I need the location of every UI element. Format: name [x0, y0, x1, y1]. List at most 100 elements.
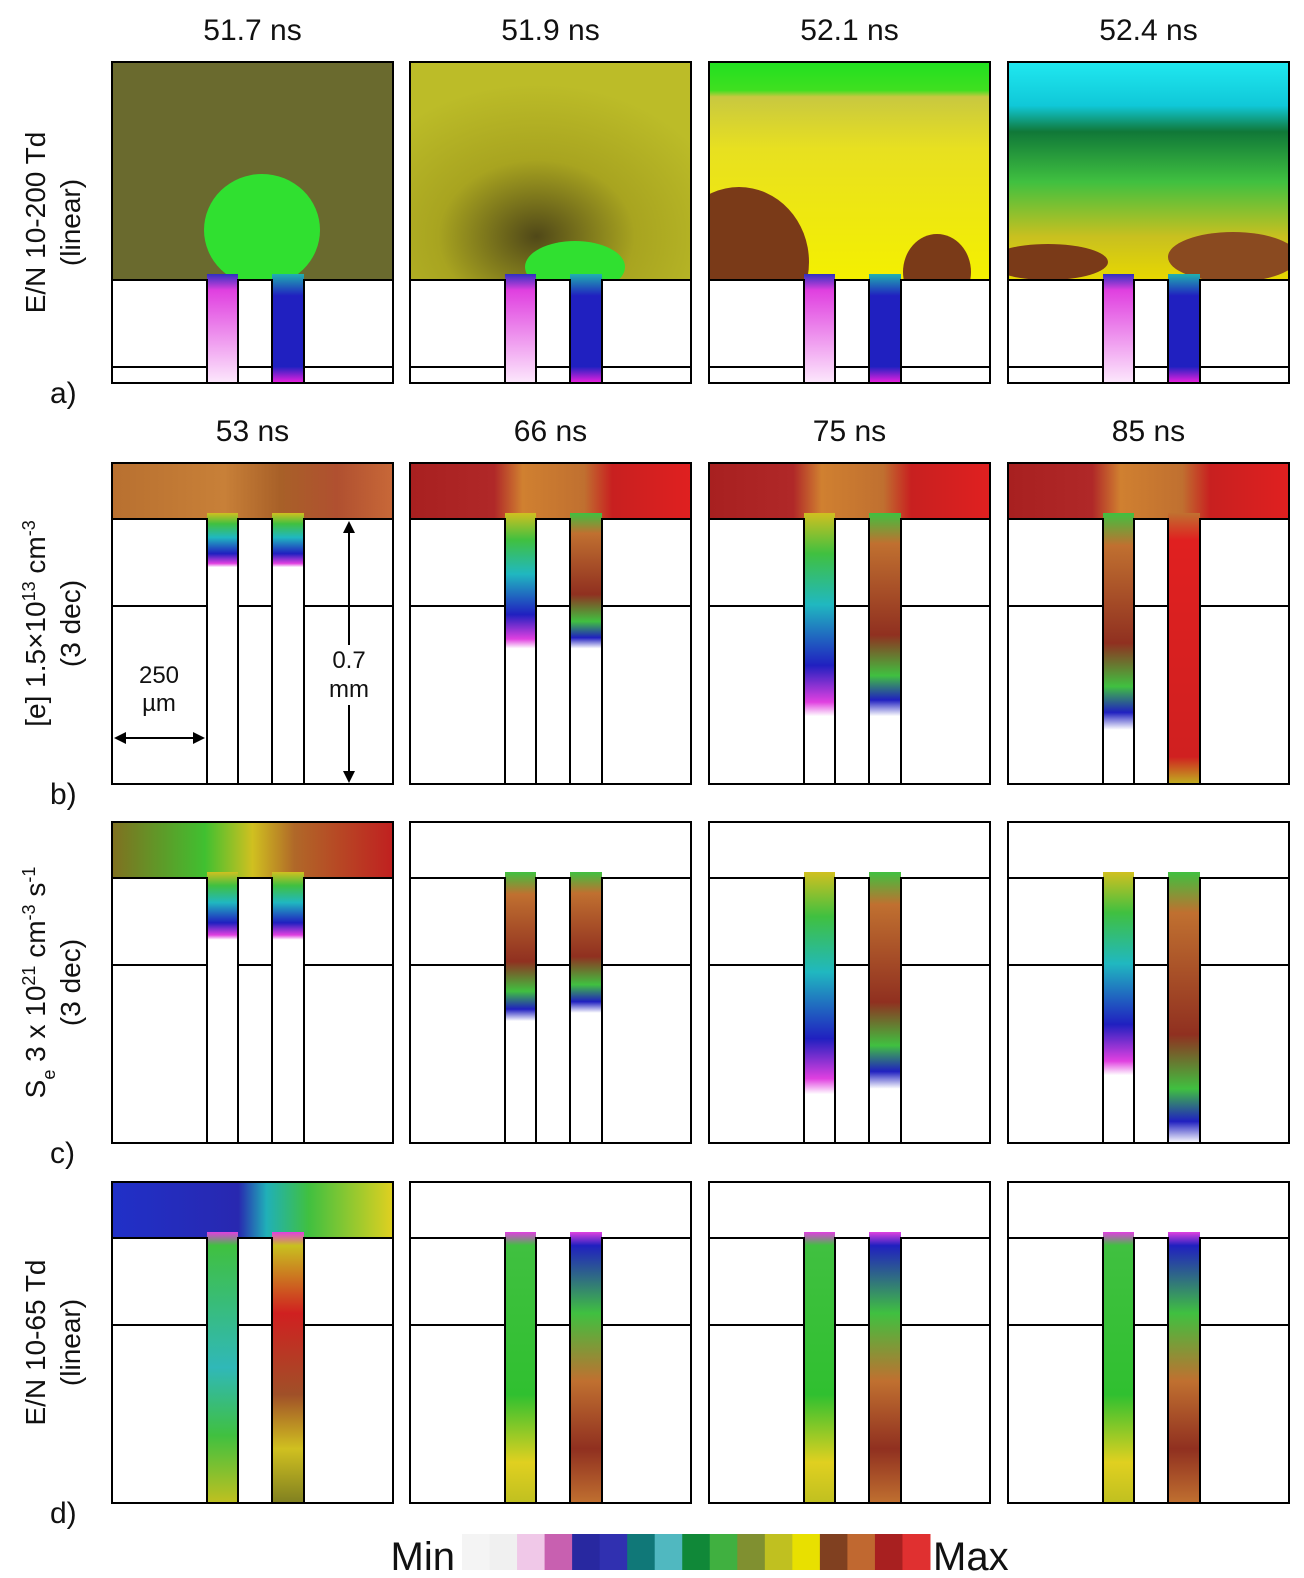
gas-field	[1008, 1182, 1289, 1238]
field-blob	[903, 234, 971, 280]
panel	[409, 462, 692, 785]
dielectric	[1133, 279, 1169, 384]
row-label-part: cm	[20, 920, 51, 965]
dielectric	[708, 877, 805, 1144]
gas-field	[1008, 463, 1289, 519]
arrow-head	[114, 732, 126, 744]
panel	[111, 61, 394, 384]
time-label: 85 ns	[1112, 415, 1185, 448]
annotation: 0.7	[332, 647, 365, 674]
slot-field	[869, 513, 901, 717]
slot-field	[1168, 513, 1200, 784]
dielectric	[237, 877, 273, 1144]
colorbar-swatch	[737, 1534, 766, 1570]
dielectric	[409, 518, 506, 785]
colorbar-swatch	[874, 1534, 903, 1570]
dielectric	[409, 877, 506, 1144]
gas-field	[709, 463, 990, 519]
slot-field	[869, 274, 901, 383]
slot-field	[505, 513, 536, 649]
dielectric	[601, 518, 692, 785]
panel-letter: b)	[50, 778, 77, 811]
gas-field	[410, 1182, 691, 1238]
dielectric	[1133, 1237, 1169, 1504]
field-blob	[525, 241, 625, 280]
panel	[111, 1181, 394, 1504]
slot-field	[272, 274, 304, 383]
dielectric	[1199, 518, 1290, 785]
dielectric	[111, 877, 208, 1144]
row-label-part: -3	[19, 520, 39, 536]
gas-field	[410, 463, 691, 519]
dielectric	[1133, 518, 1169, 785]
dielectric	[834, 1237, 870, 1504]
slot-field	[1103, 274, 1134, 383]
colorbar-swatch	[792, 1534, 821, 1570]
dielectric	[111, 1237, 208, 1504]
slot-field	[272, 872, 304, 940]
gas-field	[112, 463, 393, 519]
slot-field	[505, 1232, 536, 1503]
colorbar-swatch	[517, 1534, 546, 1570]
row-label-part: -1	[19, 867, 39, 883]
row-label-part: [e] 1.5×10	[20, 601, 51, 726]
dielectric	[900, 279, 991, 384]
arrow-head	[193, 732, 205, 744]
slot-field	[804, 872, 835, 1095]
colorbar-min: Min	[391, 1535, 455, 1578]
row-label-part: S	[20, 1080, 51, 1099]
field-blob	[1008, 244, 1108, 280]
gas-field	[1008, 822, 1289, 878]
arrow-head	[343, 521, 355, 533]
time-label: 51.9 ns	[501, 14, 599, 47]
gas-field	[709, 822, 990, 878]
arrow-head	[343, 771, 355, 783]
panel	[1007, 462, 1290, 785]
row-label-part: E/N 10-65 Td	[20, 1259, 51, 1425]
panel	[111, 462, 394, 785]
dielectric	[900, 877, 991, 1144]
slot-field	[804, 274, 835, 383]
slot-field	[207, 274, 238, 383]
slot-field	[207, 872, 238, 940]
time-label: 52.1 ns	[800, 14, 898, 47]
panel	[111, 821, 394, 1144]
panel-letter: d)	[50, 1497, 77, 1530]
colorbar-swatch	[682, 1534, 711, 1570]
row-label: E/N 10-65 Td	[20, 1259, 51, 1425]
slot-field	[207, 1232, 238, 1503]
panel-frame	[409, 462, 692, 785]
slot-field	[869, 872, 901, 1089]
panel	[708, 1181, 991, 1504]
time-label: 51.7 ns	[203, 14, 301, 47]
dielectric	[111, 518, 208, 785]
panel-frame	[708, 1181, 991, 1504]
colorbar-swatch	[654, 1534, 683, 1570]
colorbar-swatch	[489, 1534, 518, 1570]
slot-field	[570, 274, 602, 383]
dielectric	[834, 877, 870, 1144]
dielectric	[409, 279, 506, 384]
row-label: [e] 1.5×1013 cm-3	[19, 520, 51, 727]
panel-frame	[111, 1181, 394, 1504]
dielectric	[303, 279, 394, 384]
slot-field	[1168, 872, 1200, 1143]
panel-frame	[708, 462, 991, 785]
time-label: 52.4 ns	[1099, 14, 1197, 47]
dielectric	[535, 877, 571, 1144]
dielectric	[1199, 1237, 1290, 1504]
slot-field	[505, 872, 536, 1022]
dielectric	[601, 877, 692, 1144]
slot-field	[505, 274, 536, 383]
dielectric	[900, 1237, 991, 1504]
dielectric	[1133, 877, 1169, 1144]
panel-frame	[111, 61, 394, 384]
row-label-part: e	[39, 1070, 59, 1080]
row-label-scale: (3 dec)	[55, 580, 86, 667]
gas-field	[112, 822, 393, 878]
panel	[1007, 1181, 1290, 1504]
row-label-scale: (3 dec)	[55, 939, 86, 1026]
panel-frame	[111, 821, 394, 1144]
dielectric	[708, 518, 805, 785]
row-label-part: 13	[19, 581, 39, 601]
